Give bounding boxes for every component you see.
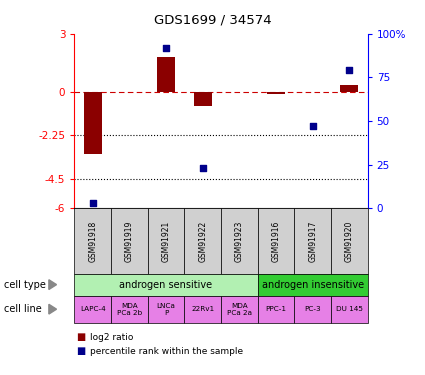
Text: GSM91920: GSM91920 — [345, 220, 354, 262]
Text: log2 ratio: log2 ratio — [90, 333, 133, 342]
Text: 22Rv1: 22Rv1 — [191, 306, 214, 312]
Text: PC-3: PC-3 — [304, 306, 321, 312]
Bar — [267, 92, 285, 94]
Text: androgen sensitive: androgen sensitive — [119, 280, 212, 290]
Text: ■: ■ — [76, 346, 86, 356]
Text: MDA
PCa 2b: MDA PCa 2b — [117, 303, 142, 316]
Point — [199, 165, 206, 171]
Point — [89, 200, 96, 206]
Text: PPC-1: PPC-1 — [266, 306, 286, 312]
Text: cell line: cell line — [4, 304, 42, 314]
Point — [346, 68, 353, 74]
Text: GDS1699 / 34574: GDS1699 / 34574 — [154, 13, 271, 26]
Text: GSM91919: GSM91919 — [125, 220, 134, 262]
Text: GSM91918: GSM91918 — [88, 220, 97, 262]
Text: LNCa
P: LNCa P — [156, 303, 176, 316]
Text: androgen insensitive: androgen insensitive — [261, 280, 364, 290]
Text: MDA
PCa 2a: MDA PCa 2a — [227, 303, 252, 316]
Text: cell type: cell type — [4, 280, 46, 290]
Text: GSM91922: GSM91922 — [198, 220, 207, 262]
Bar — [84, 92, 102, 154]
Bar — [157, 57, 175, 92]
Point — [163, 45, 170, 51]
Text: GSM91923: GSM91923 — [235, 220, 244, 262]
Text: DU 145: DU 145 — [336, 306, 363, 312]
Bar — [193, 92, 212, 106]
Text: GSM91917: GSM91917 — [308, 220, 317, 262]
Text: GSM91921: GSM91921 — [162, 220, 170, 262]
Text: LAPC-4: LAPC-4 — [80, 306, 105, 312]
Bar — [340, 85, 358, 92]
Point — [309, 123, 316, 129]
Text: GSM91916: GSM91916 — [272, 220, 280, 262]
Text: percentile rank within the sample: percentile rank within the sample — [90, 347, 243, 356]
Text: ■: ■ — [76, 332, 86, 342]
